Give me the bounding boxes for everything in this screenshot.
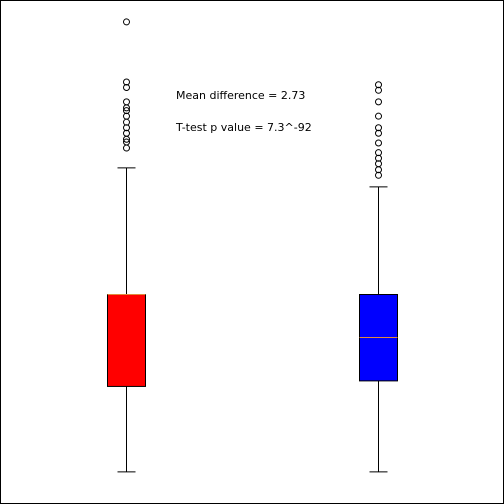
series-1-outlier-2 — [123, 138, 130, 146]
series-2-outlier-9 — [375, 112, 382, 120]
series-2-outlier-12 — [375, 81, 382, 89]
series-1-outlier-13 — [123, 18, 130, 26]
series-2-outlier-5 — [375, 149, 382, 157]
series-2-outlier-6 — [375, 139, 382, 147]
series-2-outlier-8 — [375, 124, 382, 132]
t-test-annotation: T-test p value = 7.3^-92 — [175, 121, 312, 134]
series-1-outlier-12 — [123, 78, 130, 86]
series-1-outlier-8 — [123, 107, 130, 115]
series-2-outlier-10 — [375, 98, 382, 106]
series-1-outlier-10 — [123, 98, 130, 106]
box-series-group — [107, 18, 398, 473]
mean-difference-annotation: Mean difference = 2.73 — [176, 89, 305, 102]
series-1-box — [107, 294, 146, 387]
